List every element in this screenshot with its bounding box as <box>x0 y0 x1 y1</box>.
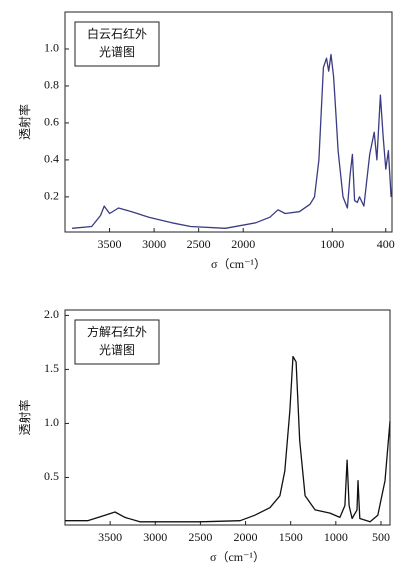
x-tick-label: 2500 <box>188 530 212 544</box>
y-axis-label: 透射率 <box>17 399 32 435</box>
y-tick-label: 1.0 <box>44 415 59 429</box>
x-tick-label: 3000 <box>142 237 166 251</box>
title-box <box>74 21 160 67</box>
chart-title: 白云石红外 <box>87 26 147 41</box>
x-tick-label: 3500 <box>98 530 122 544</box>
y-tick-label: 0.2 <box>44 189 59 203</box>
x-tick-label: 2000 <box>234 530 258 544</box>
y-tick-label: 0.8 <box>44 78 59 92</box>
y-tick-label: 2.0 <box>44 307 59 321</box>
x-tick-label: 500 <box>372 530 390 544</box>
x-tick-label: 1000 <box>320 237 344 251</box>
x-axis-label: σ（cm⁻¹） <box>211 257 266 271</box>
x-tick-label: 400 <box>377 237 395 251</box>
y-tick-label: 0.4 <box>44 152 59 166</box>
x-tick-label: 1000 <box>324 530 348 544</box>
x-tick-label: 3500 <box>98 237 122 251</box>
x-axis-label: σ（cm⁻¹） <box>210 550 265 564</box>
y-axis-label: 透射率 <box>17 104 32 140</box>
y-tick-label: 1.5 <box>44 361 59 375</box>
x-tick-label: 2000 <box>231 237 255 251</box>
plot-frame <box>64 309 391 526</box>
y-tick-label: 0.5 <box>44 469 59 483</box>
plot-frame <box>64 11 393 233</box>
spectrum-line <box>65 355 391 523</box>
x-tick-label: 1500 <box>279 530 303 544</box>
chart-title: 光谱图 <box>99 45 135 59</box>
x-tick-label: 2500 <box>187 237 211 251</box>
y-tick-label: 0.6 <box>44 115 59 129</box>
chart-title: 光谱图 <box>99 343 135 357</box>
y-tick-label: 1.0 <box>44 41 59 55</box>
chart-title: 方解石红外 <box>87 324 147 339</box>
x-tick-label: 3000 <box>143 530 167 544</box>
spectrum-line <box>72 53 392 229</box>
title-box <box>74 319 160 365</box>
